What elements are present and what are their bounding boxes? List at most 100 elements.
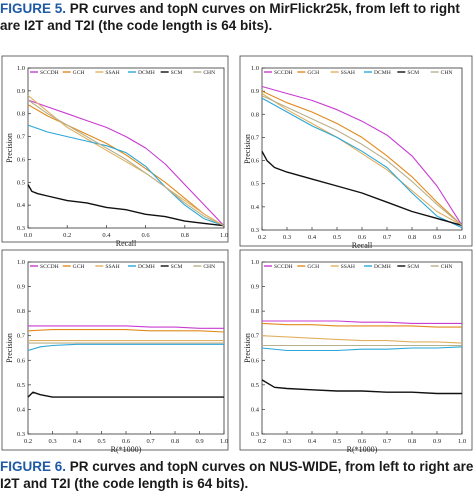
x-tick-label: 0.8 bbox=[171, 438, 179, 445]
y-tick-label: 0.6 bbox=[251, 158, 260, 165]
x-tick-label: 0.6 bbox=[358, 234, 367, 241]
legend: SCCDH GCH SSAH DCMH SCM CHN bbox=[264, 70, 452, 76]
legend-label-chn: CHN bbox=[203, 264, 215, 270]
series-line-ssah bbox=[27, 94, 225, 227]
y-tick-label: 0.9 bbox=[17, 88, 25, 95]
x-axis-label: R(*1000) bbox=[111, 445, 142, 454]
x-tick-label: 0.3 bbox=[48, 438, 56, 445]
legend-label-scm: SCM bbox=[171, 264, 183, 270]
series-line-dcmh bbox=[27, 124, 225, 227]
x-axis-label: Recall bbox=[116, 239, 137, 248]
x-tick-label: 0.4 bbox=[73, 438, 82, 445]
chart-panel-2: 0.2 0.3 0.4 0.5 0.6 0.7 0.8 0.9 1.00.30.40.50.60… bbox=[239, 55, 473, 250]
y-tick-label: 0.7 bbox=[251, 134, 260, 141]
chart-panel-1: 0.0 0.2 0.4 0.6 0.8 1.0 0.3 0.4 0.5 0.6 0.7 0.8 0.9 1… bbox=[1, 55, 229, 248]
figure-5-caption-line-2: are I2T and T2I (the code length is 64 b… bbox=[0, 17, 474, 34]
legend-label-dcmh: DCMH bbox=[374, 70, 391, 76]
figure-6-caption-line-2: I2T and T2I (the code length is 64 bits)… bbox=[0, 475, 474, 492]
x-tick-label: 0.6 bbox=[358, 438, 367, 445]
x-tick-label: 1.0 bbox=[220, 232, 228, 239]
legend-label-dcmh: DCMH bbox=[138, 264, 155, 270]
y-tick-label: 0.3 bbox=[251, 431, 259, 438]
y-tick-label: 0.7 bbox=[17, 134, 26, 141]
x-tick-label: 0.8 bbox=[181, 232, 189, 239]
series-line-gch bbox=[261, 90, 463, 226]
series-line-sccdh bbox=[262, 320, 462, 324]
y-tick-label: 0.4 bbox=[251, 406, 260, 413]
y-axis-label: Precision bbox=[5, 133, 14, 163]
series-line-dcmh bbox=[261, 97, 463, 229]
chart-panel-3: 0.2 0.3 0.4 0.5 0.6 0.7 0.8 0.9 1.00.30.40.50.60… bbox=[1, 249, 229, 454]
legend-label-chn: CHN bbox=[203, 70, 215, 76]
legend-label-ssah: SSAH bbox=[105, 264, 119, 270]
legend-label-sccdh: SCCDH bbox=[274, 70, 293, 76]
y-tick-label: 0.5 bbox=[251, 181, 259, 188]
figure-6-label: FIGURE 6. bbox=[0, 459, 67, 474]
chart-panel-4: 0.2 0.3 0.4 0.5 0.6 0.7 0.8 0.9 1.00.30.40.50.60… bbox=[239, 249, 473, 454]
legend-label-sccdh: SCCDH bbox=[40, 264, 59, 270]
figure-6-caption-line-1: FIGURE 6. PR curves and topN curves on N… bbox=[0, 458, 474, 475]
y-tick-label: 0.9 bbox=[17, 284, 25, 291]
y-tick-label: 0.7 bbox=[251, 333, 260, 340]
y-tick-label: 1.0 bbox=[251, 65, 259, 72]
x-axis-label: Recall bbox=[352, 241, 373, 250]
y-tick-label: 0.9 bbox=[251, 284, 259, 291]
x-tick-label: 0.9 bbox=[433, 438, 441, 445]
plot-area bbox=[261, 67, 463, 231]
legend: SCCDH GCH SSAH DCMH SCM CHN bbox=[30, 70, 215, 76]
legend: SCCDH GCH SSAH DCMH SCM CHN bbox=[264, 264, 452, 270]
legend-label-ssah: SSAH bbox=[341, 70, 355, 76]
series-line-scm bbox=[261, 150, 463, 227]
x-tick-label: 0.4 bbox=[308, 438, 317, 445]
figure-6-text-2: I2T and T2I (the code length is 64 bits)… bbox=[0, 476, 249, 491]
series-line-sccdh bbox=[261, 85, 463, 226]
y-tick-label: 1.0 bbox=[17, 65, 25, 72]
legend-label-scm: SCM bbox=[171, 70, 183, 76]
legend-label-gch: GCH bbox=[73, 70, 85, 76]
y-tick-label: 0.5 bbox=[17, 179, 25, 186]
x-tick-label: 0.8 bbox=[408, 438, 416, 445]
chart-figure: 0.0 0.2 0.4 0.6 0.8 1.0 0.3 0.4 0.5 0.6 0.7 0.8 0.9 1… bbox=[1, 55, 473, 454]
y-tick-label: 1.0 bbox=[17, 259, 25, 266]
x-tick-label: 0.5 bbox=[333, 234, 341, 241]
legend-label-dcmh: DCMH bbox=[138, 70, 155, 76]
legend-label-sccdh: SCCDH bbox=[274, 264, 293, 270]
x-tick-label: 0.9 bbox=[195, 438, 203, 445]
y-axis-label: Precision bbox=[243, 134, 252, 164]
y-tick-label: 0.8 bbox=[17, 111, 25, 118]
y-tick-label: 0.8 bbox=[251, 308, 259, 315]
legend-label-gch: GCH bbox=[307, 264, 319, 270]
series-line-scm bbox=[27, 184, 225, 227]
series-line-ssah bbox=[261, 93, 463, 226]
plot-area bbox=[27, 261, 225, 435]
figure-6-text-1: PR curves and topN curves on NUS-WIDE, f… bbox=[69, 459, 474, 474]
y-tick-label: 0.5 bbox=[17, 382, 25, 389]
plot-area bbox=[27, 67, 225, 229]
figure-5-text-2: are I2T and T2I (the code length is 64 b… bbox=[0, 18, 273, 33]
x-tick-label: 0.2 bbox=[63, 232, 71, 239]
y-axis-label: Precision bbox=[5, 333, 14, 363]
figure-5-caption-line-1: FIGURE 5. PR curves and topN curves on M… bbox=[0, 0, 474, 17]
legend-label-chn: CHN bbox=[441, 70, 453, 76]
x-tick-label: 0.0 bbox=[24, 232, 32, 239]
x-tick-label: 0.6 bbox=[142, 232, 151, 239]
x-tick-label: 0.8 bbox=[408, 234, 416, 241]
legend-label-dcmh: DCMH bbox=[374, 264, 391, 270]
series-line-gch bbox=[261, 322, 462, 328]
legend: SCCDH GCH SSAH DCMH SCM CHN bbox=[30, 264, 215, 270]
y-tick-label: 0.6 bbox=[251, 357, 260, 364]
legend-label-sccdh: SCCDH bbox=[40, 70, 59, 76]
x-axis-label: R(*1000) bbox=[347, 445, 378, 454]
series-line-scm bbox=[27, 391, 224, 398]
y-tick-label: 1.0 bbox=[251, 259, 259, 266]
series-line-chn bbox=[261, 95, 463, 226]
series-line-dcmh bbox=[27, 343, 224, 352]
legend-label-gch: GCH bbox=[307, 70, 319, 76]
figure-5-text-1: PR curves and topN curves on MirFlickr25… bbox=[69, 1, 460, 16]
y-tick-label: 0.4 bbox=[17, 202, 26, 209]
y-tick-label: 0.6 bbox=[17, 357, 26, 364]
series-line-gch bbox=[27, 329, 225, 333]
y-tick-label: 0.3 bbox=[17, 431, 25, 438]
x-tick-label: 0.6 bbox=[122, 438, 131, 445]
x-tick-label: 0.7 bbox=[383, 438, 392, 445]
